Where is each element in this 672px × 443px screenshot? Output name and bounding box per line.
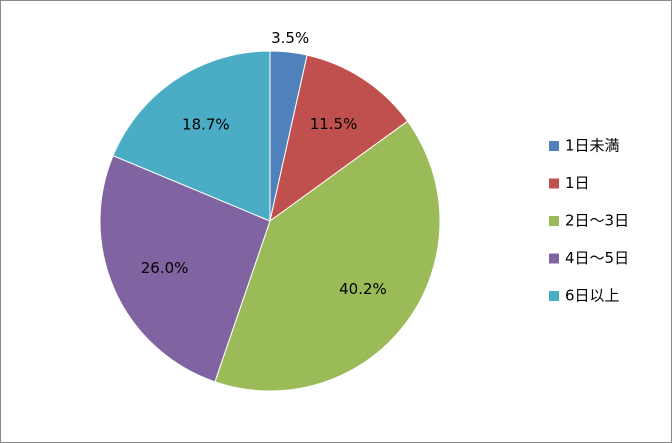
legend-label: 4日〜5日 (565, 249, 629, 267)
data-label: 11.5% (310, 115, 358, 133)
data-label: 18.7% (182, 115, 230, 133)
data-label: 26.0% (141, 259, 189, 277)
legend-swatch (549, 253, 559, 264)
legend-swatch (549, 291, 559, 301)
legend-swatch (549, 216, 559, 226)
pie-slice (99, 154, 271, 383)
legend-label: 1日未満 (565, 137, 620, 155)
pie-slice (214, 120, 441, 392)
legend-swatch (549, 178, 559, 189)
data-label: 40.2% (339, 280, 387, 298)
legend-label: 6日以上 (565, 287, 620, 305)
pie-slice (112, 50, 271, 222)
legend-swatch (549, 141, 559, 151)
data-label: 3.5% (271, 29, 309, 47)
pie-slice (269, 54, 409, 223)
legend-label: 2日〜3日 (565, 212, 629, 230)
legend-label: 1日 (565, 174, 590, 192)
